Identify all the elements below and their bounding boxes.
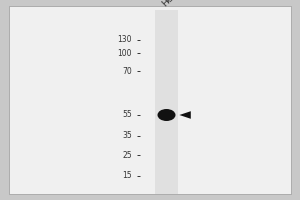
Text: Hela: Hela (160, 0, 181, 8)
Text: 25: 25 (122, 150, 132, 160)
Bar (155, 10, 178, 194)
FancyBboxPatch shape (9, 6, 291, 194)
Text: 70: 70 (122, 66, 132, 75)
Text: 35: 35 (122, 132, 132, 140)
Text: 100: 100 (118, 48, 132, 58)
Polygon shape (179, 111, 191, 119)
Text: 130: 130 (118, 36, 132, 45)
Text: 15: 15 (122, 171, 132, 180)
Text: 55: 55 (122, 110, 132, 119)
Ellipse shape (158, 109, 175, 121)
